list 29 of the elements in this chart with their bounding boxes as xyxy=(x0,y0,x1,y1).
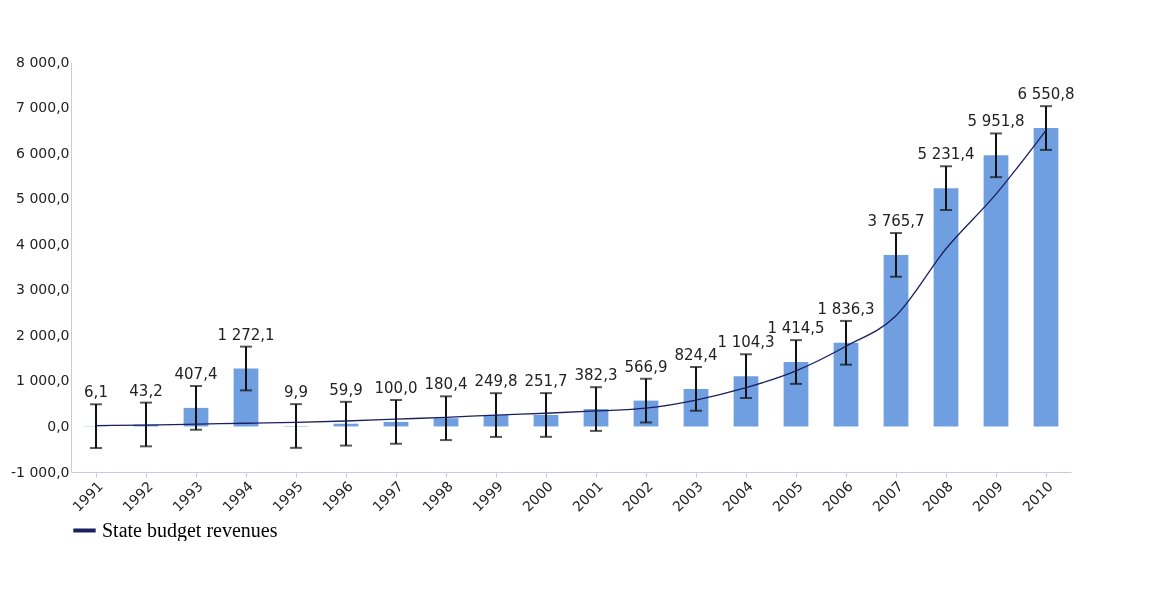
data-label: 100,0 xyxy=(374,379,418,398)
data-label: 5 951,8 xyxy=(967,112,1025,131)
data-label: 5 231,4 xyxy=(917,145,975,164)
data-label: 9,9 xyxy=(284,383,308,402)
y-tick-label: 5 000,0 xyxy=(16,190,70,207)
y-tick-label: 7 000,0 xyxy=(16,99,70,116)
y-tick-label: 4 000,0 xyxy=(16,235,70,252)
legend-label: State budget revenues xyxy=(102,518,278,542)
y-tick-label: 3 000,0 xyxy=(16,281,70,298)
data-label: 1 272,1 xyxy=(217,325,275,344)
y-tick-label: 2 000,0 xyxy=(16,326,70,343)
y-tick-label: -1 000,0 xyxy=(11,463,70,480)
data-label: 180,4 xyxy=(424,375,468,394)
y-tick-label: 6 000,0 xyxy=(16,144,70,161)
data-label: 382,3 xyxy=(574,366,618,385)
data-label: 407,4 xyxy=(174,365,218,384)
y-tick-label: 0,0 xyxy=(47,417,70,434)
data-label: 6,1 xyxy=(84,383,108,402)
data-label: 6 550,8 xyxy=(1017,85,1075,104)
data-label: 59,9 xyxy=(329,380,363,399)
data-label: 249,8 xyxy=(474,372,518,391)
data-label: 566,9 xyxy=(624,357,668,376)
y-tick-label: 1 000,0 xyxy=(16,372,70,389)
data-label: 43,2 xyxy=(129,381,163,400)
data-label: 824,4 xyxy=(674,346,718,365)
data-label: 1 836,3 xyxy=(817,299,875,318)
y-tick-label: 8 000,0 xyxy=(16,53,70,70)
data-label: 3 765,7 xyxy=(867,212,925,231)
data-label: 251,7 xyxy=(524,372,568,391)
